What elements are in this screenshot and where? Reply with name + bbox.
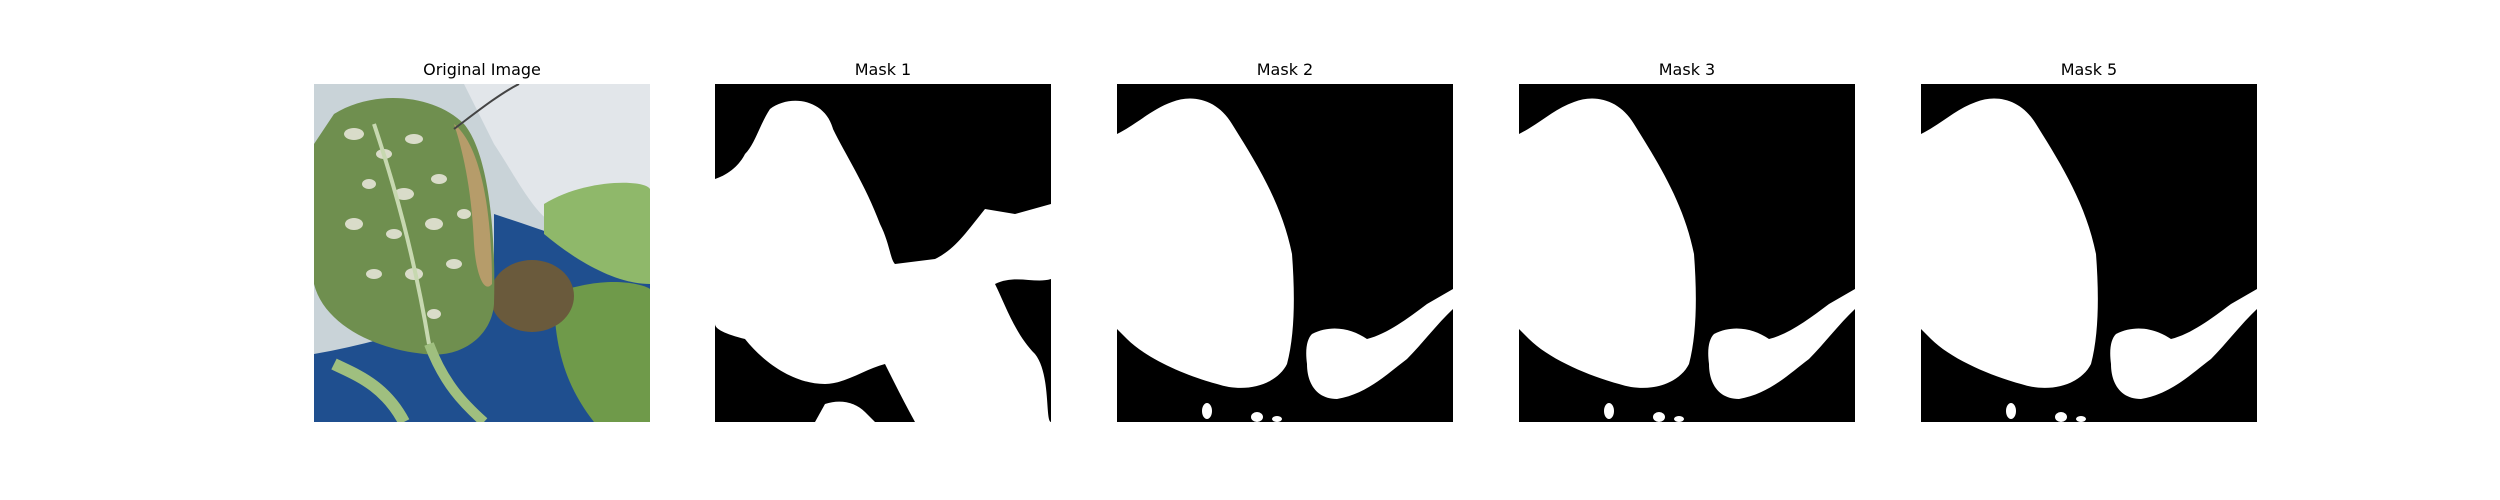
panel-mask-2: Mask 2	[1117, 0, 1453, 500]
panel-mask-1: Mask 1	[715, 0, 1051, 500]
mask-2-image	[1117, 84, 1453, 422]
panel-title: Mask 3	[1658, 60, 1716, 79]
panel-mask-3: Mask 3	[1519, 0, 1855, 500]
panel-title: Mask 1	[854, 60, 912, 79]
original-image	[314, 84, 650, 422]
mask-3-image	[1519, 84, 1855, 422]
panel-mask-5: Mask 5	[1921, 0, 2257, 500]
mask-5-image	[1921, 84, 2257, 422]
panel-title: Original Image	[423, 60, 541, 79]
panel-title: Mask 5	[2060, 60, 2118, 79]
panel-title: Mask 2	[1256, 60, 1314, 79]
panel-original-image: Original Image	[314, 0, 650, 500]
mask-1-image	[715, 84, 1051, 422]
